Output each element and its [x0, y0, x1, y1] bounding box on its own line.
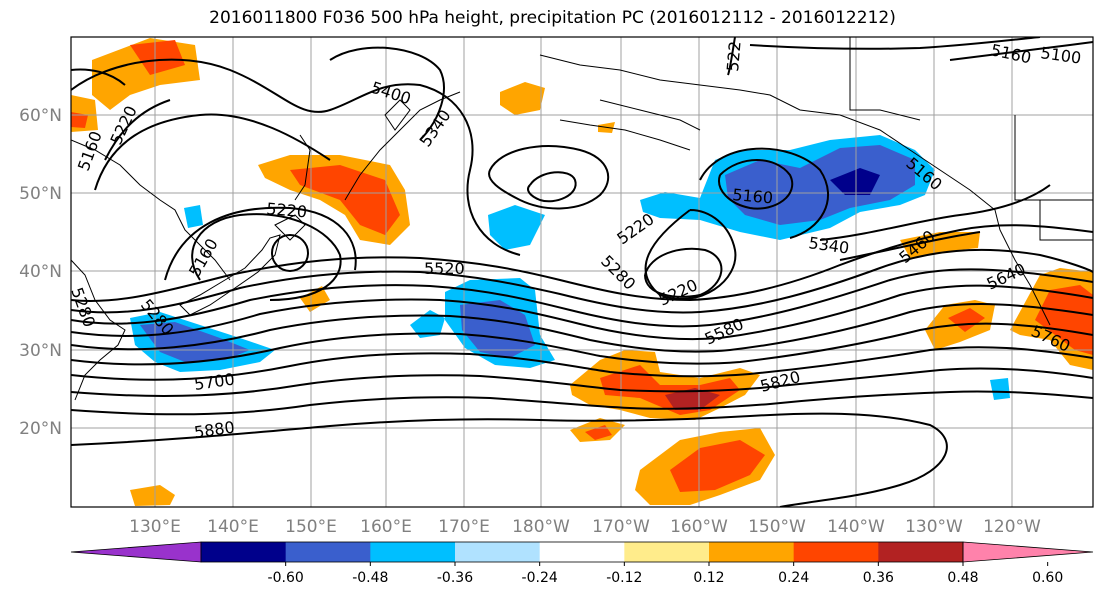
lat-axis: 60°N 50°N 40°N 30°N 20°N [19, 106, 62, 439]
lon-tick-label: 130°W [905, 517, 963, 537]
lon-tick-label: 140°W [827, 517, 885, 537]
precip-positive-fields [71, 38, 1093, 506]
lat-tick-label: 40°N [19, 262, 62, 282]
map-frame [70, 36, 1094, 508]
lat-tick-label: 60°N [19, 106, 62, 126]
colorbar-extend-min [70, 541, 202, 563]
colorbar-tick-label: 0.24 [778, 570, 809, 586]
colorbar-tick-label: -0.48 [352, 570, 388, 586]
lon-tick-label: 140°E [207, 517, 259, 537]
colorbar-extend-max [962, 541, 1094, 563]
colorbar [70, 541, 1094, 566]
contour-label: 5520 [424, 259, 465, 278]
colorbar-swatch [201, 542, 287, 562]
lon-tick-label: 150°E [285, 517, 337, 537]
precip-negative-fields [130, 135, 1010, 400]
colorbar-tick-label: -0.60 [268, 570, 304, 586]
map-title: 2016011800 F036 500 hPa height, precipit… [209, 8, 896, 28]
colorbar-swatch [539, 542, 625, 562]
contour-label: 5220 [266, 199, 308, 221]
lon-tick-label: 180°W [512, 517, 570, 537]
colorbar-labels: -0.60 -0.48 -0.36 -0.24 -0.12 0.12 0.24 0.36 0.4… [268, 570, 1064, 586]
lon-tick-label: 150°W [748, 517, 806, 537]
colorbar-swatch [878, 542, 964, 562]
colorbar-swatch [370, 542, 456, 562]
colorbar-tick-label: -0.12 [606, 570, 642, 586]
lon-tick-label: 170°E [438, 517, 490, 537]
lat-tick-label: 50°N [19, 184, 62, 204]
lat-tick-label: 20°N [19, 419, 62, 439]
colorbar-tick-label: -0.24 [522, 570, 558, 586]
lon-axis: 130°E 140°E 150°E 160°E 170°E 180°W 170°… [129, 517, 1041, 537]
colorbar-swatch [624, 542, 710, 562]
colorbar-tick-label: 0.48 [947, 570, 978, 586]
contour-label: 522 [723, 40, 745, 72]
colorbar-swatch [455, 542, 541, 562]
coastlines [71, 37, 1093, 401]
colorbar-tick-label: -0.36 [437, 570, 473, 586]
lon-tick-label: 170°W [592, 517, 650, 537]
colorbar-tick-label: 0.12 [693, 570, 724, 586]
contour-label: 5160 [732, 185, 774, 207]
colorbar-swatch [709, 542, 795, 562]
lon-tick-label: 160°E [360, 517, 412, 537]
lon-tick-label: 120°W [983, 517, 1041, 537]
colorbar-swatch [793, 542, 879, 562]
colorbar-frame [200, 541, 964, 563]
colorbar-tick-label: 0.60 [1032, 570, 1063, 586]
height-contours [71, 37, 1093, 507]
lon-tick-label: 160°W [670, 517, 728, 537]
colorbar-tick-label: 0.36 [863, 570, 894, 586]
colorbar-swatch [285, 542, 371, 562]
lon-tick-label: 130°E [129, 517, 181, 537]
lat-tick-label: 30°N [19, 341, 62, 361]
